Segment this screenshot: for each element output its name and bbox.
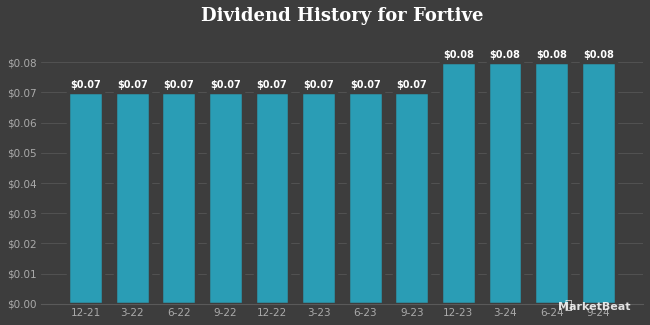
Text: $0.07: $0.07 [350,80,380,90]
Text: $0.07: $0.07 [70,80,101,90]
Bar [161,93,196,304]
Text: $0.08: $0.08 [489,50,521,60]
Text: $0.07: $0.07 [396,80,427,90]
Bar [208,93,243,304]
Text: $0.07: $0.07 [303,80,334,90]
Bar [534,62,569,304]
Text: $0.08: $0.08 [536,50,567,60]
Bar [441,62,476,304]
Text: $0.07: $0.07 [117,80,148,90]
Text: $0.08: $0.08 [583,50,614,60]
Text: $0.07: $0.07 [210,80,240,90]
Bar [255,93,289,304]
Bar [301,93,336,304]
Bar [580,62,616,304]
Text: $0.08: $0.08 [443,50,474,60]
Bar [114,93,150,304]
Bar [395,93,429,304]
Bar [68,93,103,304]
Text: MarketBeat: MarketBeat [558,302,630,312]
Bar [348,93,383,304]
Title: Dividend History for Fortive: Dividend History for Fortive [201,7,483,25]
Text: $0.07: $0.07 [163,80,194,90]
Text: $0.07: $0.07 [257,80,287,90]
Text: 〜: 〜 [564,299,572,312]
Bar [488,62,523,304]
